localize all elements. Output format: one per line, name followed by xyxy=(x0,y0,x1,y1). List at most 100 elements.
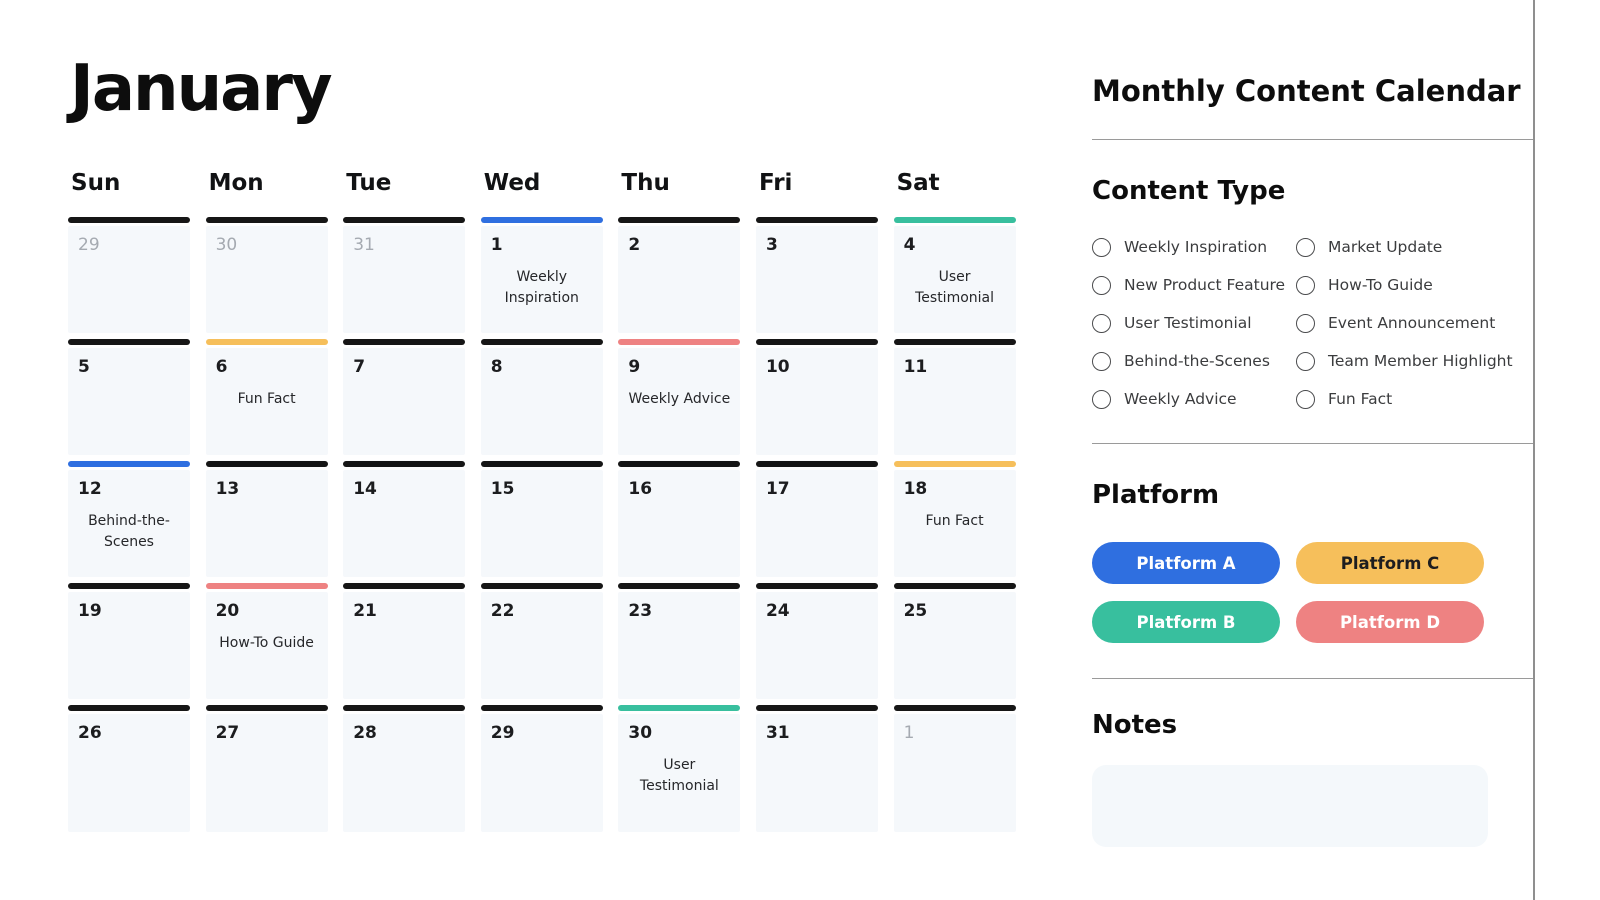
day-number: 28 xyxy=(353,723,377,743)
weekday-header-row: Sun Mon Tue Wed Thu Fri Sat xyxy=(68,170,1016,196)
content-type-option[interactable]: Behind-the-Scenes xyxy=(1092,351,1296,371)
day-color-bar xyxy=(205,461,328,467)
platform-button[interactable]: Platform C xyxy=(1296,542,1484,584)
day-cell[interactable]: 31 xyxy=(343,217,466,333)
radio-icon[interactable] xyxy=(1092,275,1111,295)
panel-title: Monthly Content Calendar xyxy=(1092,74,1521,108)
day-color-bar xyxy=(755,461,878,467)
content-type-label: Fun Fact xyxy=(1328,390,1393,408)
day-number: 10 xyxy=(765,357,790,377)
day-cell[interactable]: 5 xyxy=(68,339,190,455)
day-cell-body: 29 xyxy=(480,714,603,832)
day-cell[interactable]: 25 xyxy=(893,583,1016,699)
day-cell[interactable]: 27 xyxy=(205,705,328,832)
day-cell[interactable]: 24 xyxy=(755,583,878,699)
day-cell[interactable]: 22 xyxy=(480,583,603,699)
day-cell[interactable]: 7 xyxy=(343,339,466,455)
day-number: 16 xyxy=(628,479,653,499)
radio-icon[interactable] xyxy=(1092,313,1111,333)
content-type-option[interactable]: Weekly Advice xyxy=(1092,389,1296,409)
day-cell-body: 15 xyxy=(480,470,603,577)
content-type-option[interactable]: Weekly Inspiration xyxy=(1092,237,1296,257)
day-cell[interactable]: 3 xyxy=(755,217,878,333)
content-type-option[interactable]: How-To Guide xyxy=(1296,275,1534,295)
radio-icon[interactable] xyxy=(1092,237,1111,257)
day-event-label: Fun Fact xyxy=(925,513,984,530)
day-cell[interactable]: 31 xyxy=(755,705,878,832)
day-cell[interactable]: 29 xyxy=(480,705,603,832)
radio-icon[interactable] xyxy=(1296,389,1315,409)
day-cell[interactable]: 1 xyxy=(893,705,1016,832)
radio-icon[interactable] xyxy=(1296,275,1315,295)
day-cell[interactable]: 23 xyxy=(618,583,741,699)
notes-input-box[interactable] xyxy=(1092,765,1488,847)
day-color-bar xyxy=(343,461,466,467)
day-event-label: Fun Fact xyxy=(237,391,296,408)
day-cell[interactable]: 28 xyxy=(343,705,466,832)
platform-button[interactable]: Platform B xyxy=(1092,601,1280,643)
day-cell-body: 6 Fun Fact xyxy=(205,348,328,455)
day-cell[interactable]: 8 xyxy=(480,339,603,455)
day-cell[interactable]: 29 xyxy=(68,217,190,333)
day-cell[interactable]: 21 xyxy=(343,583,466,699)
content-type-option[interactable]: User Testimonial xyxy=(1092,313,1296,333)
content-type-label: Market Update xyxy=(1328,238,1443,256)
content-type-option[interactable]: Team Member Highlight xyxy=(1296,351,1534,371)
day-color-bar xyxy=(205,339,328,345)
day-color-bar xyxy=(893,705,1016,711)
weekday-header: Mon xyxy=(208,170,264,196)
day-color-bar xyxy=(618,705,741,711)
day-cell[interactable]: 16 xyxy=(618,461,741,577)
day-number: 9 xyxy=(628,357,641,377)
day-cell[interactable]: 26 xyxy=(68,705,190,832)
day-cell[interactable]: 6 Fun Fact xyxy=(205,339,328,455)
day-cell[interactable]: 19 xyxy=(68,583,190,699)
day-cell[interactable]: 15 xyxy=(480,461,603,577)
day-number: 31 xyxy=(765,723,790,743)
day-cell-body: 21 xyxy=(343,592,466,699)
day-cell-body: 30 User Testimonial xyxy=(618,714,741,832)
canvas-edge-line xyxy=(1533,0,1535,900)
content-type-options: Weekly Inspiration Market Update New Produ… xyxy=(1092,228,1534,418)
day-event-label: Weekly Inspiration xyxy=(504,269,579,306)
content-type-option[interactable]: Market Update xyxy=(1296,237,1534,257)
day-number: 19 xyxy=(78,601,102,621)
day-number: 5 xyxy=(78,357,90,377)
day-number: 8 xyxy=(490,357,503,377)
day-cell[interactable]: 11 xyxy=(893,339,1016,455)
radio-icon[interactable] xyxy=(1296,237,1315,257)
day-cell-body: 22 xyxy=(480,592,603,699)
divider xyxy=(1092,139,1534,140)
radio-icon[interactable] xyxy=(1296,313,1315,333)
day-cell[interactable]: 1 Weekly Inspiration xyxy=(480,217,603,333)
day-color-bar xyxy=(618,583,741,589)
day-cell[interactable]: 4 User Testimonial xyxy=(893,217,1016,333)
day-cell[interactable]: 12 Behind-the-Scenes xyxy=(68,461,190,577)
content-type-option[interactable]: Fun Fact xyxy=(1296,389,1534,409)
day-cell[interactable]: 14 xyxy=(343,461,466,577)
day-cell[interactable]: 9 Weekly Advice xyxy=(618,339,741,455)
platform-button[interactable]: Platform A xyxy=(1092,542,1280,584)
content-type-option[interactable]: Event Announcement xyxy=(1296,313,1534,333)
day-color-bar xyxy=(205,583,328,589)
day-cell[interactable]: 18 Fun Fact xyxy=(893,461,1016,577)
platform-button[interactable]: Platform D xyxy=(1296,601,1484,643)
day-cell[interactable]: 17 xyxy=(755,461,878,577)
weekday-header: Thu xyxy=(621,170,670,196)
day-cell[interactable]: 20 How-To Guide xyxy=(205,583,328,699)
day-color-bar xyxy=(205,705,328,711)
day-color-bar xyxy=(893,339,1016,345)
day-cell-body: 20 How-To Guide xyxy=(205,592,328,699)
radio-icon[interactable] xyxy=(1092,389,1111,409)
radio-icon[interactable] xyxy=(1296,351,1315,371)
day-cell[interactable]: 30 User Testimonial xyxy=(618,705,741,832)
content-type-option[interactable]: New Product Feature xyxy=(1092,275,1296,295)
day-cell[interactable]: 30 xyxy=(205,217,328,333)
day-cell[interactable]: 10 xyxy=(755,339,878,455)
day-color-bar xyxy=(343,705,466,711)
radio-icon[interactable] xyxy=(1092,351,1111,371)
day-cell-body: 23 xyxy=(618,592,741,699)
day-number: 1 xyxy=(903,723,915,743)
day-cell[interactable]: 2 xyxy=(618,217,741,333)
day-cell[interactable]: 13 xyxy=(205,461,328,577)
